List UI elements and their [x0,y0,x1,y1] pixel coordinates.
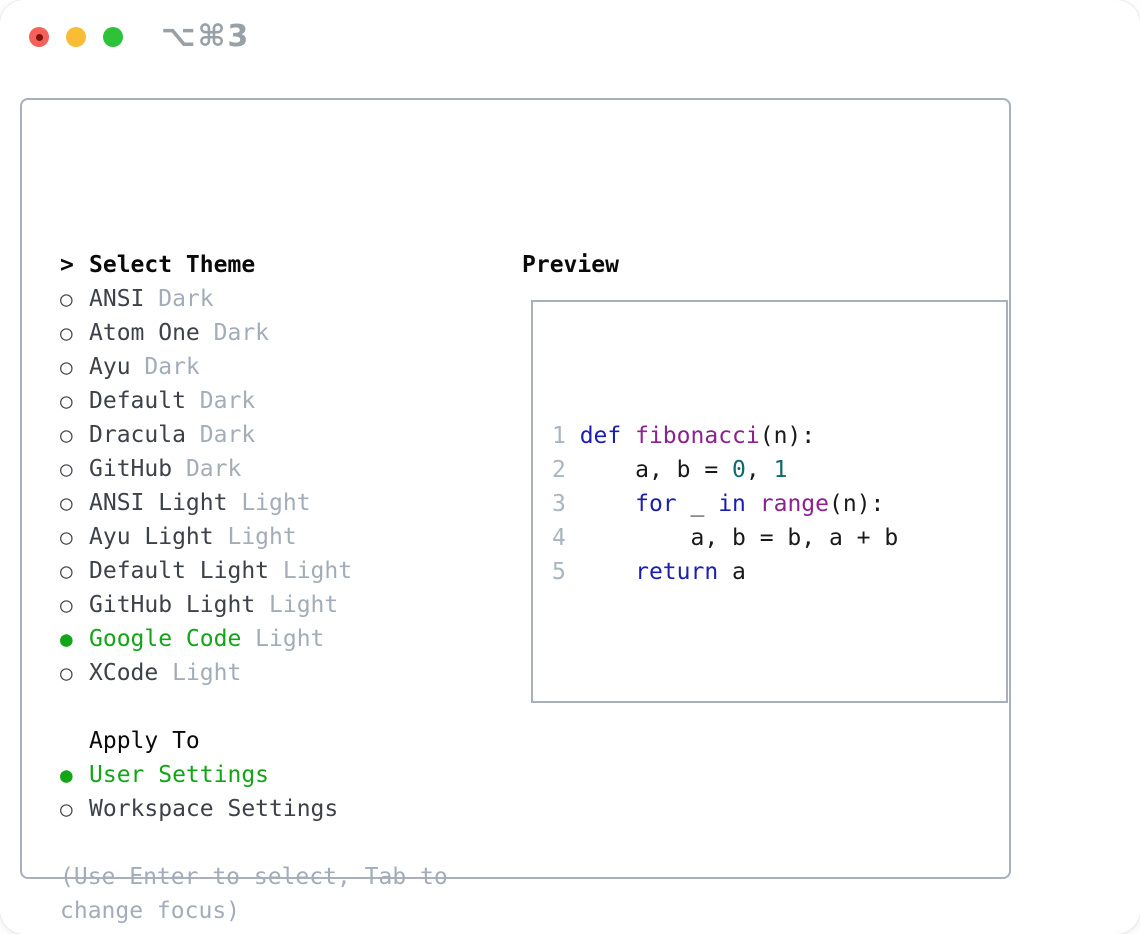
code-preview: 1 def fibonacci(n): 2 a, b = 0, 1 3 for _ i… [552,419,1006,589]
radio-icon: ○ [60,525,73,549]
selected-radio-icon: ● [60,627,73,651]
spacer [60,826,462,860]
select-theme-header: > Select Theme [60,248,462,282]
line-number: 2 [552,457,566,483]
help-hint: (Use Enter to select, Tab to change focu… [60,864,448,924]
theme-option-github[interactable]: ○ GitHub Dark [60,452,462,486]
spacer [60,690,462,724]
apply-to-title: Apply To [89,728,200,754]
theme-option-google-code[interactable]: ● Google Code Light [60,622,462,656]
radio-icon: ○ [60,559,73,583]
select-theme-title: Select Theme [89,252,256,278]
theme-options: ○ ANSI Dark ○ Atom One Dark ○ Ayu Dark ○ De… [60,282,462,690]
radio-icon: ○ [60,797,73,821]
line-number: 1 [552,423,566,449]
theme-option-github-light[interactable]: ○ GitHub Light Light [60,588,462,622]
zoom-button[interactable] [103,27,123,47]
titlebar: ⌥⌘3 [29,19,251,54]
radio-icon: ○ [60,321,73,345]
line-number: 5 [552,559,566,585]
radio-icon: ○ [60,423,73,447]
apply-to-header: Apply To [60,724,462,758]
radio-icon: ○ [60,457,73,481]
theme-option-default[interactable]: ○ Default Dark [60,384,462,418]
theme-option-ansi[interactable]: ○ ANSI Dark [60,282,462,316]
line-number: 3 [552,491,566,517]
code-line: 3 for _ in range(n): [552,491,885,517]
theme-picker-panel: > Select Theme ○ ANSI Dark ○ Atom One Dark… [20,98,1011,924]
line-number: 4 [552,525,566,551]
minimize-button[interactable] [66,27,86,47]
keyboard-shortcut-label: ⌥⌘3 [161,19,251,54]
radio-icon: ○ [60,389,73,413]
theme-option-atom-one[interactable]: ○ Atom One Dark [60,316,462,350]
theme-option-ayu-light[interactable]: ○ Ayu Light Light [60,520,462,554]
radio-icon: ○ [60,491,73,515]
selected-radio-icon: ● [60,763,73,787]
focus-caret-icon: > [60,252,74,278]
apply-option-user-settings[interactable]: ● User Settings [60,758,462,792]
theme-option-xcode[interactable]: ○ XCode Light [60,656,462,690]
theme-option-ayu[interactable]: ○ Ayu Dark [60,350,462,384]
code-line: 5 return a [552,559,746,585]
radio-icon: ○ [60,355,73,379]
radio-icon: ○ [60,593,73,617]
code-line: 4 a, b = b, a + b [552,525,899,551]
theme-list: > Select Theme ○ ANSI Dark ○ Atom One Dark… [60,248,462,928]
apply-to-options: ● User Settings ○ Workspace Settings [60,758,462,826]
radio-icon: ○ [60,661,73,685]
radio-icon: ○ [60,287,73,311]
close-button[interactable] [29,27,49,47]
theme-option-ansi-light[interactable]: ○ ANSI Light Light [60,486,462,520]
blank-line [552,657,1006,691]
code-line: 2 a, b = 0, 1 [552,457,788,483]
theme-option-dracula[interactable]: ○ Dracula Dark [60,418,462,452]
apply-option-workspace-settings[interactable]: ○ Workspace Settings [60,792,462,826]
theme-option-default-light[interactable]: ○ Default Light Light [60,554,462,588]
preview-title: Preview [522,252,619,278]
code-line: 1 def fibonacci(n): [552,423,816,449]
preview-box: 1 def fibonacci(n): 2 a, b = 0, 1 3 for _ i… [531,300,1008,703]
